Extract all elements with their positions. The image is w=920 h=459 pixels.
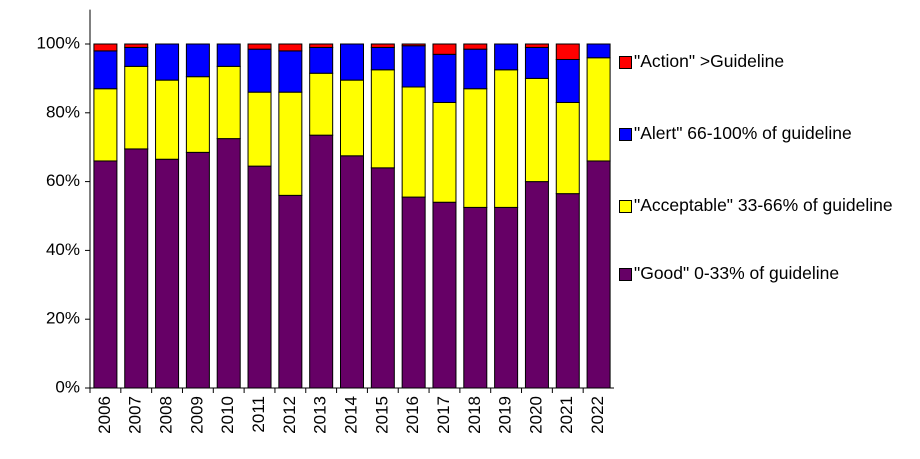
x-tick-label: 2009 bbox=[187, 396, 206, 434]
bar-segment bbox=[93, 43, 118, 52]
bar-segment bbox=[278, 91, 303, 196]
x-tick-label: 2006 bbox=[95, 396, 114, 434]
bar-segment bbox=[247, 48, 272, 93]
legend-swatch bbox=[619, 56, 632, 69]
bar-segment bbox=[432, 201, 457, 389]
legend-label: "Good" 0-33% of guideline bbox=[634, 263, 840, 283]
bar-segment bbox=[432, 53, 457, 103]
legend-swatch bbox=[619, 128, 632, 141]
bar-segment bbox=[340, 43, 364, 81]
bar-segment bbox=[401, 45, 426, 88]
bar-segment bbox=[370, 46, 395, 71]
legend-label: "Alert" 66-100% of guideline bbox=[634, 123, 852, 143]
x-tick-label: 2020 bbox=[526, 396, 545, 434]
bar-segment bbox=[401, 196, 426, 389]
bar-segment bbox=[340, 79, 364, 157]
x-tick-label: 2008 bbox=[157, 396, 176, 434]
bar-segment bbox=[185, 43, 210, 78]
bar-segment bbox=[370, 43, 395, 48]
bar-segment bbox=[524, 46, 549, 79]
legend-label: "Action" >Guideline bbox=[634, 51, 785, 71]
bar-segment bbox=[555, 193, 580, 389]
x-tick-label: 2012 bbox=[280, 396, 299, 434]
bar-segment bbox=[432, 43, 457, 55]
x-tick-label: 2007 bbox=[126, 396, 145, 434]
bar-segment bbox=[278, 194, 303, 389]
y-tick-label: 0% bbox=[55, 377, 80, 396]
legend-entry: "Good" 0-33% of guideline bbox=[619, 262, 911, 285]
bar-segment bbox=[494, 69, 519, 208]
bar-segment bbox=[370, 69, 395, 169]
bar-segment bbox=[463, 48, 488, 90]
bar-segment bbox=[185, 151, 210, 389]
bar-segment bbox=[586, 160, 611, 389]
legend-entry: "Action" >Guideline bbox=[619, 50, 911, 73]
bar-segment bbox=[247, 43, 272, 50]
legend-swatch bbox=[619, 200, 632, 213]
bar-segment bbox=[247, 165, 272, 389]
bar-segment bbox=[216, 43, 241, 67]
x-tick-label: 2018 bbox=[465, 396, 484, 434]
x-tick-label: 2019 bbox=[496, 396, 515, 434]
bar-segment bbox=[401, 43, 426, 47]
bar-segment bbox=[555, 101, 580, 195]
bar-segment bbox=[185, 76, 210, 153]
bar-segment bbox=[463, 206, 488, 389]
bar-segment bbox=[124, 43, 149, 48]
bar-segment bbox=[93, 88, 118, 162]
bar-segment bbox=[93, 50, 118, 90]
x-tick-label: 2014 bbox=[341, 396, 360, 434]
x-tick-label: 2011 bbox=[249, 396, 268, 433]
x-tick-label: 2017 bbox=[434, 396, 453, 434]
bar-segment bbox=[216, 138, 241, 389]
bar-segment bbox=[309, 134, 334, 389]
x-tick-label: 2010 bbox=[218, 396, 237, 434]
legend-swatch bbox=[619, 268, 632, 281]
bar-segment bbox=[524, 181, 549, 389]
bar-segment bbox=[340, 155, 364, 389]
bar-segment bbox=[463, 88, 488, 208]
bar-segment bbox=[586, 57, 611, 162]
x-tick-label: 2016 bbox=[403, 396, 422, 434]
y-tick-label: 40% bbox=[46, 240, 80, 259]
bar-segment bbox=[555, 43, 580, 60]
legend-label: "Acceptable" 33-66% of guideline bbox=[634, 195, 893, 215]
bar-segment bbox=[463, 43, 488, 50]
legend-entry: "Alert" 66-100% of guideline bbox=[619, 122, 911, 145]
bar-segment bbox=[524, 43, 549, 48]
bar-segment bbox=[155, 43, 180, 81]
legend-entry: "Acceptable" 33-66% of guideline bbox=[619, 194, 911, 217]
bar-segment bbox=[309, 46, 334, 74]
y-tick-label: 100% bbox=[37, 33, 80, 52]
bar-segment bbox=[309, 72, 334, 136]
x-tick-label: 2022 bbox=[588, 396, 607, 434]
bar-segment bbox=[401, 86, 426, 198]
y-tick-label: 60% bbox=[46, 171, 80, 190]
bar-segment bbox=[93, 160, 118, 389]
bar-segment bbox=[216, 65, 241, 140]
y-tick-label: 80% bbox=[46, 102, 80, 121]
bar-segment bbox=[494, 206, 519, 389]
bar-segment bbox=[278, 50, 303, 93]
x-tick-label: 2013 bbox=[311, 396, 330, 434]
bar-segment bbox=[370, 167, 395, 389]
x-tick-label: 2021 bbox=[557, 396, 576, 434]
bar-segment bbox=[432, 101, 457, 203]
bar-segment bbox=[247, 91, 272, 167]
bar-segment bbox=[155, 158, 180, 389]
bar-segment bbox=[524, 77, 549, 183]
bar-segment bbox=[124, 46, 149, 67]
bar-segment bbox=[278, 43, 303, 52]
x-tick-label: 2015 bbox=[372, 396, 391, 434]
bar-segment bbox=[309, 43, 334, 48]
y-tick-label: 20% bbox=[46, 309, 80, 328]
bar-segment bbox=[124, 148, 149, 389]
bar-segment bbox=[494, 43, 519, 71]
bar-segment bbox=[555, 58, 580, 103]
bar-segment bbox=[586, 43, 611, 59]
bar-segment bbox=[155, 79, 180, 160]
bar-segment bbox=[124, 65, 149, 150]
